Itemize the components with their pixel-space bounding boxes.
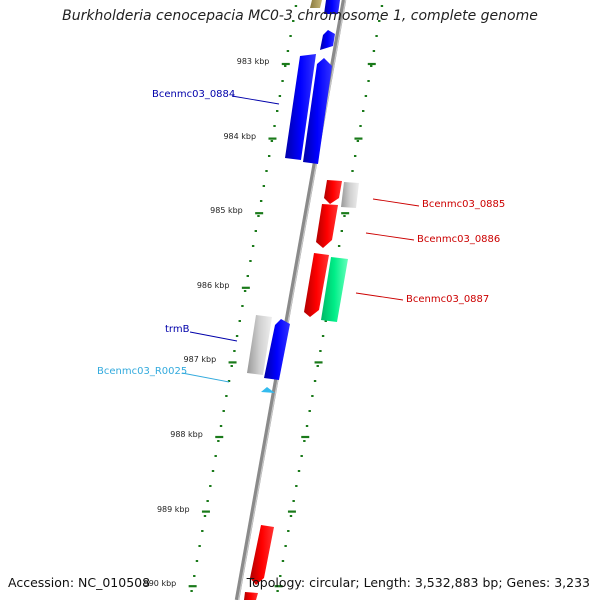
tick-label: 988 kbp	[170, 430, 203, 439]
map-title: Burkholderia cenocepacia MC0-3 chromosom…	[62, 8, 538, 24]
callout-line-trmB	[189, 331, 238, 342]
label-Bcenmc03_0886[interactable]: Bcenmc03_0886	[417, 234, 501, 245]
accession-text: Accession: NC_010508	[8, 575, 151, 590]
gene-Bcenmc03_0885-reverse[interactable]	[324, 180, 342, 204]
label-Bcenmc03_0884[interactable]: Bcenmc03_0884	[152, 89, 236, 100]
callout-line-Bcenmc03_0885	[372, 198, 420, 207]
genome-backbone-highlight	[237, 0, 347, 600]
gene-Bcenmc03_0887-reverse[interactable]	[304, 253, 329, 317]
gene-trmB-pseudo[interactable]	[247, 315, 272, 375]
gene-Bcenmc03_0886[interactable]	[316, 204, 338, 248]
callout-line-Bcenmc03_0886	[365, 232, 415, 241]
label-Bcenmc03_R0025[interactable]: Bcenmc03_R0025	[97, 366, 188, 377]
tick-label: 987 kbp	[183, 355, 217, 365]
gene-Bcenmc03_0887-rna[interactable]	[321, 257, 348, 322]
tick-label: 986 kbp	[196, 280, 230, 290]
tick-label: 983 kbp	[236, 57, 270, 66]
tick-label: 989 kbp	[156, 504, 190, 514]
callout-line-Bcenmc03_R0025	[181, 372, 230, 383]
tick-label: 984 kbp	[223, 131, 257, 141]
gene-Bcenmc03_R0025-trna[interactable]	[261, 387, 275, 393]
tick-label: 985 kbp	[210, 206, 243, 216]
label-Bcenmc03_0887[interactable]: Bcenmc03_0887	[406, 294, 490, 305]
gene-forward-top-partial[interactable]	[324, 0, 340, 14]
gene-forward-small[interactable]	[320, 30, 335, 50]
gene-Bcenmc03_0884-right[interactable]	[303, 58, 332, 164]
label-Bcenmc03_0885[interactable]: Bcenmc03_0885	[422, 199, 506, 210]
gene-trmB[interactable]	[264, 319, 290, 380]
callout-line-Bcenmc03_0887	[355, 292, 404, 301]
gene-Bcenmc03_0884-left[interactable]	[285, 54, 316, 160]
tick-label: 990 kbp	[143, 579, 177, 589]
callout-line-Bcenmc03_0884	[231, 95, 280, 105]
gene-reverse-bottom-1[interactable]	[250, 525, 274, 585]
gene-Bcenmc03_0885-pseudo[interactable]	[341, 182, 359, 208]
topology-summary: Topology: circular; Length: 3,532,883 bp…	[246, 575, 590, 590]
gene-reverse-bottom-2[interactable]	[244, 592, 258, 600]
gene-partial-top[interactable]	[310, 0, 322, 8]
label-trmB[interactable]: trmB	[165, 324, 190, 335]
